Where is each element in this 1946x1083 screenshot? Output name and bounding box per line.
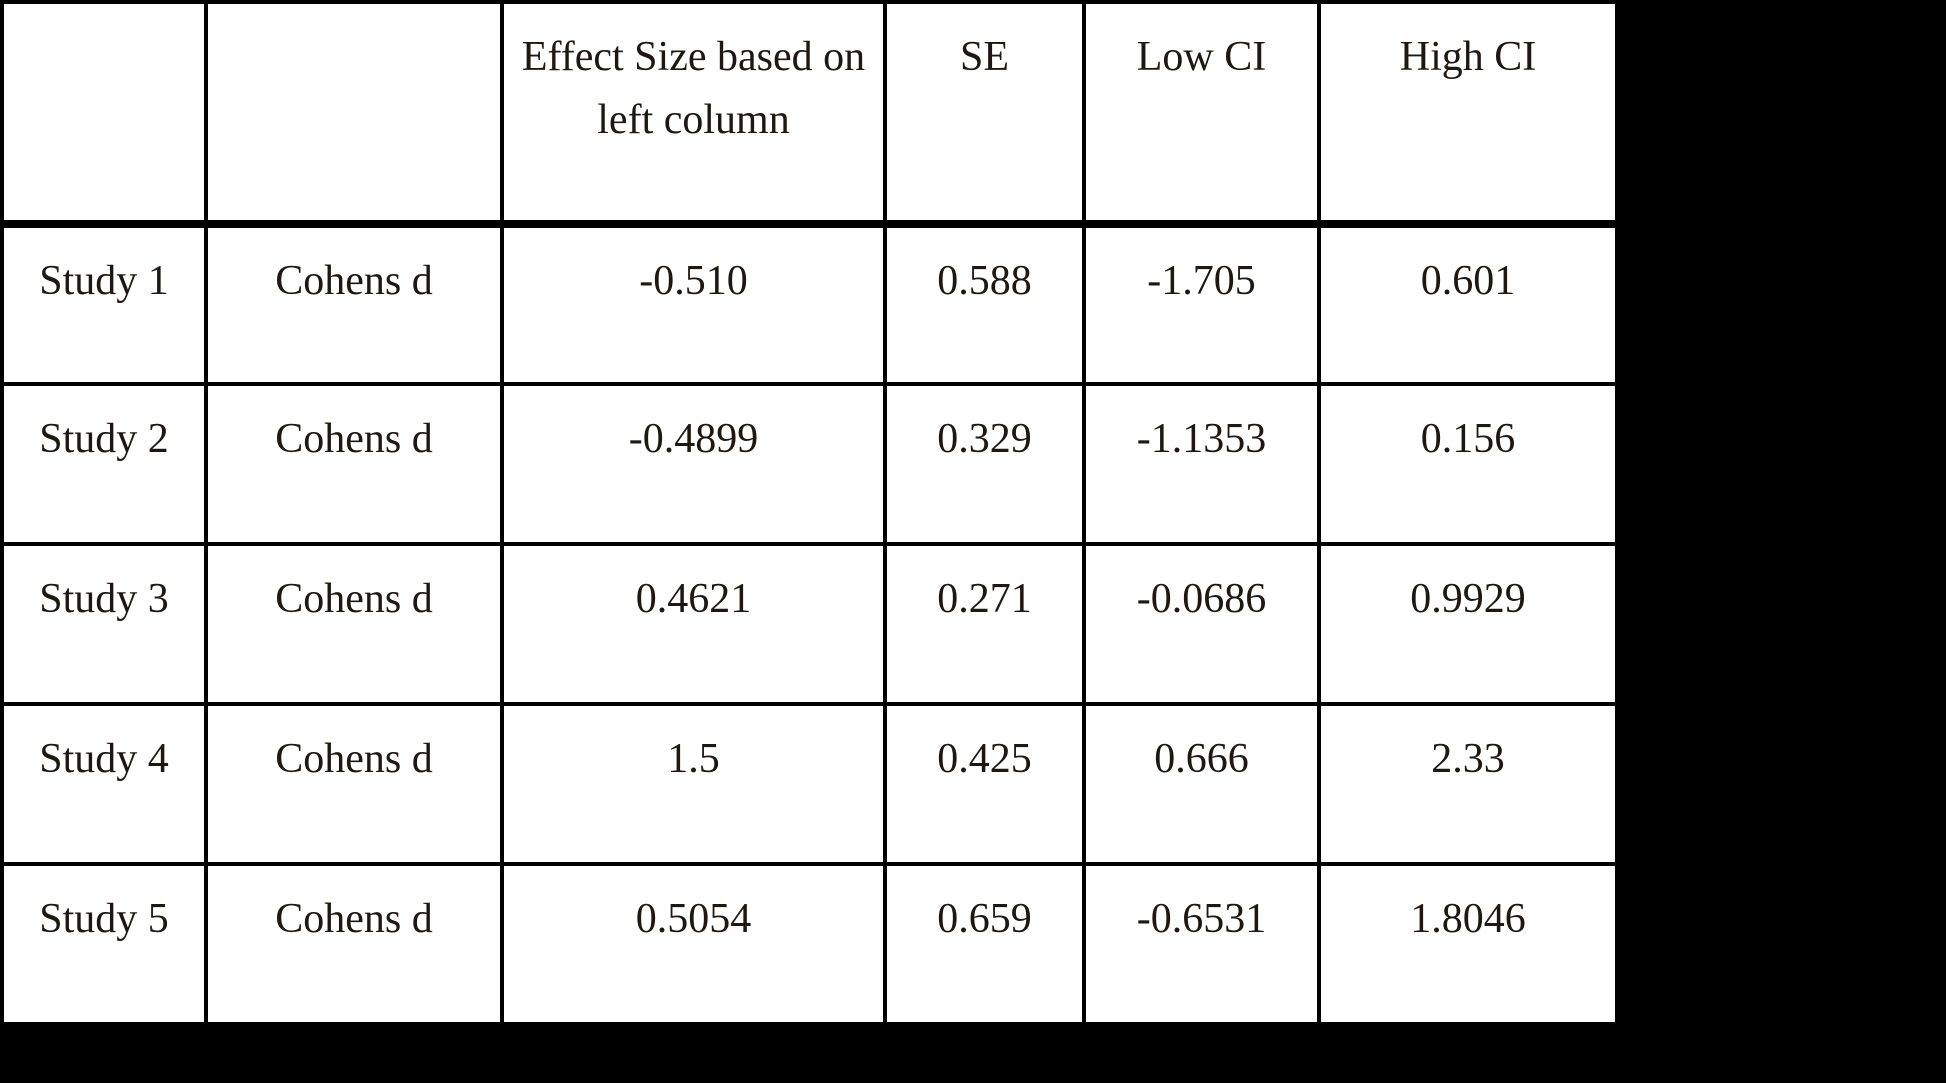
high-ci-cell: 2.33 <box>1317 702 1619 866</box>
effect-size-cell: -0.4899 <box>500 382 887 546</box>
se-cell: 0.425 <box>883 702 1086 866</box>
se-cell: 0.271 <box>883 542 1086 706</box>
study-cell: Study 5 <box>0 862 208 1026</box>
low-ci-cell: -1.1353 <box>1082 382 1321 546</box>
header-high-ci: High CI <box>1317 0 1619 228</box>
se-cell: 0.659 <box>883 862 1086 1026</box>
table-row: Study 3 Cohens d 0.4621 0.271 -0.0686 0.… <box>0 542 1619 706</box>
header-low-ci: Low CI <box>1082 0 1321 228</box>
high-ci-cell: 0.601 <box>1317 222 1619 386</box>
measure-cell: Cohens d <box>204 542 504 706</box>
header-study <box>0 0 208 228</box>
measure-cell: Cohens d <box>204 702 504 866</box>
high-ci-cell: 0.156 <box>1317 382 1619 546</box>
effect-size-cell: -0.510 <box>500 222 887 386</box>
low-ci-cell: -1.705 <box>1082 222 1321 386</box>
effect-size-cell: 1.5 <box>500 702 887 866</box>
low-ci-cell: -0.0686 <box>1082 542 1321 706</box>
study-cell: Study 4 <box>0 702 208 866</box>
table-row: Study 2 Cohens d -0.4899 0.329 -1.1353 0… <box>0 382 1619 546</box>
se-cell: 0.329 <box>883 382 1086 546</box>
high-ci-cell: 0.9929 <box>1317 542 1619 706</box>
low-ci-cell: 0.666 <box>1082 702 1321 866</box>
study-cell: Study 2 <box>0 382 208 546</box>
se-cell: 0.588 <box>883 222 1086 386</box>
table-row: Study 1 Cohens d -0.510 0.588 -1.705 0.6… <box>0 222 1619 386</box>
measure-cell: Cohens d <box>204 382 504 546</box>
low-ci-cell: -0.6531 <box>1082 862 1321 1026</box>
table-row: Study 4 Cohens d 1.5 0.425 0.666 2.33 <box>0 702 1619 866</box>
header-measure <box>204 0 504 228</box>
measure-cell: Cohens d <box>204 862 504 1026</box>
study-cell: Study 3 <box>0 542 208 706</box>
effect-size-cell: 0.4621 <box>500 542 887 706</box>
measure-cell: Cohens d <box>204 222 504 386</box>
high-ci-cell: 1.8046 <box>1317 862 1619 1026</box>
table-row: Study 5 Cohens d 0.5054 0.659 -0.6531 1.… <box>0 862 1619 1026</box>
study-cell: Study 1 <box>0 222 208 386</box>
header-row: Effect Size based on left column SE Low … <box>0 0 1619 228</box>
effect-size-table: Effect Size based on left column SE Low … <box>0 0 1619 1026</box>
effect-size-cell: 0.5054 <box>500 862 887 1026</box>
header-se: SE <box>883 0 1086 228</box>
header-effect-size: Effect Size based on left column <box>500 0 887 228</box>
